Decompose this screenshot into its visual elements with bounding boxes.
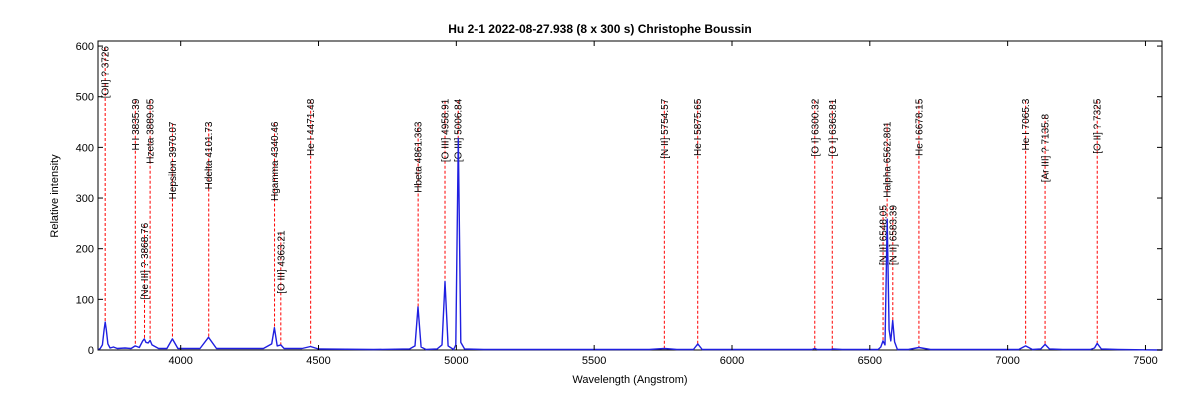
axes: 4000 4500 5000 5500 6000 6500 7000 7500 0 100 200 3… xyxy=(76,41,1162,367)
marker-label: [O I] 6363.81 xyxy=(828,98,839,156)
x-tick-label: 6000 xyxy=(720,355,744,367)
marker-label: [O I] 6300.32 xyxy=(810,98,821,156)
y-axis-label: Relative intensity xyxy=(49,154,61,238)
marker-label: He I 6678.15 xyxy=(914,98,925,156)
marker-label: Hepsilon 3970.07 xyxy=(168,121,179,199)
y-tick-label: 400 xyxy=(76,142,94,154)
x-tick-label: 6500 xyxy=(858,355,882,367)
chart-title: Hu 2-1 2022-08-27.938 (8 x 300 s) Christ… xyxy=(448,22,751,36)
marker-label: He I 4471.48 xyxy=(306,98,317,156)
marker-label: [N II] 6548.05 xyxy=(879,205,890,265)
marker-label: [O III] 5006.84 xyxy=(454,98,465,162)
marker-label: [N II] 6583.39 xyxy=(888,205,899,265)
marker-label: [OII] ? 3726 xyxy=(101,46,112,99)
marker-label: He I 7065.3 xyxy=(1021,98,1032,150)
x-tick-label: 4500 xyxy=(306,355,330,367)
y-tick-label: 200 xyxy=(76,244,94,256)
marker-label: [Ne III] ? 3868.76 xyxy=(140,222,151,299)
x-tick-label: 5500 xyxy=(582,355,606,367)
marker-label: Halpha 6562.801 xyxy=(883,121,894,198)
x-axis-label: Wavelength (Angstrom) xyxy=(572,374,687,386)
x-tick-label: 7000 xyxy=(995,355,1019,367)
emission-line-markers: [OII] ? 3726 H I 3835.39 [Ne III] ? 3868.7… xyxy=(101,46,1104,349)
marker-label: [N II] 5754.57 xyxy=(660,98,671,158)
plot-area xyxy=(97,40,1163,351)
marker-label: Hdelta 4101.73 xyxy=(204,121,215,189)
marker-label: He I 5875.65 xyxy=(693,98,704,156)
spectrum-line xyxy=(97,137,1163,351)
marker-label: [Ar III] ? 7135.8 xyxy=(1041,113,1052,182)
x-tick-label: 7500 xyxy=(1133,355,1157,367)
marker-label: [O II] ? 7325 xyxy=(1093,98,1104,153)
y-tick-label: 100 xyxy=(76,294,94,306)
marker-label: Hbeta 4861.363 xyxy=(414,121,425,193)
y-tick-label: 500 xyxy=(76,92,94,104)
marker-label: [O III] 4958.91 xyxy=(441,98,452,162)
marker-label: Hgamma 4340.46 xyxy=(270,121,281,201)
plot-border xyxy=(97,40,1163,351)
y-tick-label: 600 xyxy=(76,41,94,53)
x-tick-label: 4000 xyxy=(168,355,192,367)
marker-label: [O III] 4363.21 xyxy=(276,230,287,294)
x-tick-label: 5000 xyxy=(444,355,468,367)
marker-label: H I 3835.39 xyxy=(131,98,142,150)
spectrum-series xyxy=(97,137,1163,351)
y-tick-label: 0 xyxy=(88,345,94,357)
y-tick-label: 300 xyxy=(76,193,94,205)
marker-label: Hzeta 3889.05 xyxy=(146,98,157,163)
